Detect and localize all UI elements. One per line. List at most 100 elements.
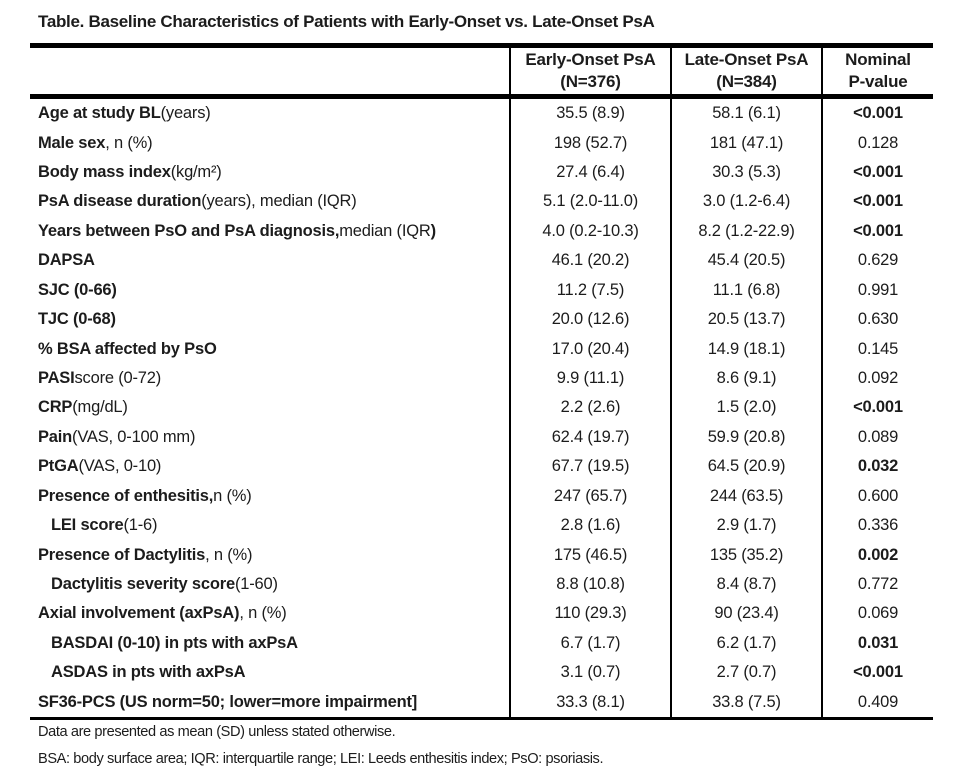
- table-row: CRP (mg/dL) 2.2 (2.6) 1.5 (2.0) <0.001: [30, 393, 933, 423]
- late-onset-value: 8.4 (8.7): [670, 569, 821, 600]
- row-label: Body mass index (kg/m²): [38, 163, 222, 182]
- table-row: PtGA (VAS, 0-10) 67.7 (19.5) 64.5 (20.9) 0.…: [30, 452, 933, 482]
- table-header-row: Early-Onset PsA (N=376) Late-Onset PsA (…: [30, 48, 933, 99]
- table-row: Pain (VAS, 0-100 mm) 62.4 (19.7) 59.9 (20.…: [30, 422, 933, 453]
- p-value: 0.092: [821, 363, 933, 394]
- row-label: Presence of enthesitis, n (%): [38, 486, 252, 505]
- table-row: PsA disease duration (years), median (IQ…: [30, 187, 933, 217]
- row-label: Age at study BL (years): [38, 104, 211, 123]
- p-value: <0.001: [821, 99, 933, 129]
- header-p-value: Nominal P-value: [821, 48, 933, 94]
- table-row: LEI score (1-6) 2.8 (1.6) 2.9 (1.7) 0.336: [30, 510, 933, 541]
- p-value: 0.089: [821, 422, 933, 453]
- table-row: TJC (0-68) 20.0 (12.6) 20.5 (13.7) 0.630: [30, 304, 933, 335]
- table-row: DAPSA 46.1 (20.2) 45.4 (20.5) 0.629: [30, 246, 933, 276]
- table-row: Body mass index (kg/m²) 27.4 (6.4) 30.3 (5…: [30, 157, 933, 188]
- header-late-onset: Late-Onset PsA (N=384): [670, 48, 821, 94]
- table-title: Table. Baseline Characteristics of Patie…: [38, 12, 655, 31]
- late-onset-value: 2.7 (0.7): [670, 658, 821, 688]
- row-label: PASI score (0-72): [38, 369, 162, 387]
- late-onset-value: 20.5 (13.7): [670, 304, 821, 335]
- late-onset-value: 8.2 (1.2-22.9): [670, 216, 821, 247]
- header-late-onset-line1: Late-Onset PsA: [684, 50, 809, 69]
- row-label: Axial involvement (axPsA), n (%): [38, 604, 287, 623]
- row-label: Pain (VAS, 0-100 mm): [38, 427, 196, 446]
- p-value: 0.630: [821, 304, 933, 335]
- header-empty-cell: [30, 48, 509, 94]
- table-row: SJC (0-66) 11.2 (7.5) 11.1 (6.8) 0.991: [30, 275, 933, 305]
- late-onset-value: 45.4 (20.5): [670, 246, 821, 276]
- early-onset-value: 247 (65.7): [509, 481, 670, 511]
- row-label: PtGA (VAS, 0-10): [38, 457, 162, 476]
- table-footnotes: Data are presented as mean (SD) unless s…: [38, 723, 604, 774]
- footnote-abbreviations: BSA: body surface area; IQR: interquarti…: [38, 751, 604, 767]
- header-early-onset: Early-Onset PsA (N=376): [509, 48, 670, 94]
- early-onset-value: 62.4 (19.7): [509, 422, 670, 453]
- row-label: Dactylitis severity score (1-60): [51, 574, 278, 593]
- row-label: CRP (mg/dL): [38, 398, 128, 417]
- p-value: <0.001: [821, 393, 933, 423]
- header-early-onset-line1: Early-Onset PsA: [525, 50, 656, 69]
- early-onset-value: 67.7 (19.5): [509, 452, 670, 482]
- early-onset-value: 5.1 (2.0-11.0): [509, 187, 670, 217]
- p-value: 0.409: [821, 687, 933, 717]
- late-onset-value: 30.3 (5.3): [670, 157, 821, 188]
- early-onset-value: 4.0 (0.2-10.3): [509, 216, 670, 247]
- p-value: 0.600: [821, 481, 933, 511]
- row-label: SF36-PCS (US norm=50; lower=more impairm…: [38, 692, 418, 711]
- late-onset-value: 3.0 (1.2-6.4): [670, 187, 821, 217]
- early-onset-value: 46.1 (20.2): [509, 246, 670, 276]
- p-value: 0.032: [821, 452, 933, 482]
- table-row: Axial involvement (axPsA), n (%) 110 (29.…: [30, 599, 933, 629]
- row-label: TJC (0-68): [38, 310, 116, 329]
- early-onset-value: 35.5 (8.9): [509, 99, 670, 129]
- late-onset-value: 11.1 (6.8): [670, 275, 821, 305]
- table-row: Male sex, n (%) 198 (52.7) 181 (47.1) 0.128: [30, 128, 933, 158]
- early-onset-value: 17.0 (20.4): [509, 334, 670, 364]
- p-value: 0.145: [821, 334, 933, 364]
- table-row: BASDAI (0-10) in pts with axPsA 6.7 (1.7)…: [30, 628, 933, 659]
- early-onset-value: 175 (46.5): [509, 540, 670, 570]
- row-label: Presence of Dactylitis, n (%): [38, 545, 253, 564]
- table-row: Years between PsO and PsA diagnosis, med…: [30, 216, 933, 247]
- table-row: Dactylitis severity score (1-60) 8.8 (10.…: [30, 569, 933, 600]
- p-value: 0.336: [821, 510, 933, 541]
- late-onset-value: 181 (47.1): [670, 128, 821, 158]
- late-onset-value: 58.1 (6.1): [670, 99, 821, 129]
- late-onset-value: 2.9 (1.7): [670, 510, 821, 541]
- header-early-onset-line2: (N=376): [560, 72, 621, 91]
- early-onset-value: 27.4 (6.4): [509, 157, 670, 188]
- early-onset-value: 6.7 (1.7): [509, 628, 670, 659]
- row-label: PsA disease duration (years), median (IQ…: [38, 192, 357, 211]
- late-onset-value: 1.5 (2.0): [670, 393, 821, 423]
- early-onset-value: 3.1 (0.7): [509, 658, 670, 688]
- p-value: <0.001: [821, 216, 933, 247]
- p-value: 0.031: [821, 628, 933, 659]
- early-onset-value: 2.8 (1.6): [509, 510, 670, 541]
- early-onset-value: 2.2 (2.6): [509, 393, 670, 423]
- p-value: <0.001: [821, 658, 933, 688]
- baseline-characteristics-table: Early-Onset PsA (N=376) Late-Onset PsA (…: [30, 43, 933, 720]
- row-label: Years between PsO and PsA diagnosis, med…: [38, 221, 436, 240]
- p-value: 0.002: [821, 540, 933, 570]
- early-onset-value: 198 (52.7): [509, 128, 670, 158]
- table-row: Presence of Dactylitis, n (%) 175 (46.5) 1…: [30, 540, 933, 570]
- row-label: BASDAI (0-10) in pts with axPsA: [51, 633, 298, 652]
- header-p-value-line1: Nominal: [845, 50, 911, 69]
- early-onset-value: 20.0 (12.6): [509, 304, 670, 335]
- late-onset-value: 6.2 (1.7): [670, 628, 821, 659]
- p-value: 0.991: [821, 275, 933, 305]
- table-row: PASI score (0-72) 9.9 (11.1) 8.6 (9.1) 0.09…: [30, 363, 933, 394]
- late-onset-value: 64.5 (20.9): [670, 452, 821, 482]
- table-row: Age at study BL (years) 35.5 (8.9) 58.1 (6…: [30, 99, 933, 129]
- late-onset-value: 33.8 (7.5): [670, 687, 821, 717]
- late-onset-value: 135 (35.2): [670, 540, 821, 570]
- table-row: % BSA affected by PsO 17.0 (20.4) 14.9 (18…: [30, 334, 933, 364]
- p-value: <0.001: [821, 187, 933, 217]
- early-onset-value: 110 (29.3): [509, 599, 670, 629]
- row-label: DAPSA: [38, 251, 95, 270]
- p-value: 0.629: [821, 246, 933, 276]
- header-late-onset-line2: (N=384): [716, 72, 777, 91]
- late-onset-value: 59.9 (20.8): [670, 422, 821, 453]
